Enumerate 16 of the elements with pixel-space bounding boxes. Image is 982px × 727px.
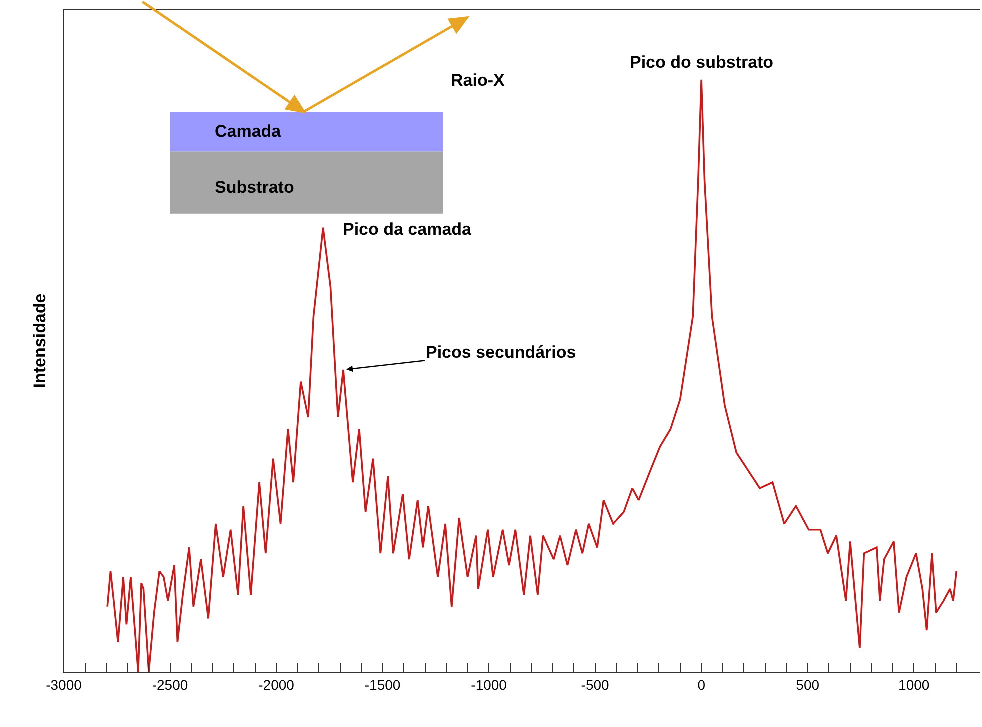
x-tick-label: -1500 [364, 676, 401, 693]
x-tick-label: -2000 [258, 676, 295, 693]
annotation: Picos secundários [426, 343, 576, 362]
x-tick-label: -2500 [152, 676, 188, 693]
y-axis-title: Intensidade [30, 294, 50, 388]
x-tick-label: 0 [698, 676, 706, 693]
x-tick-label: -3000 [46, 676, 82, 693]
annotation: Substrato [215, 178, 294, 197]
annotation: Raio-X [451, 71, 506, 90]
annotation: Camada [215, 122, 282, 141]
annotation: Pico do substrato [630, 53, 774, 72]
annotation: Pico da camada [343, 220, 472, 239]
x-tick-label: -1000 [471, 676, 508, 693]
x-tick-label: 500 [796, 676, 820, 693]
x-tick-label: -500 [581, 676, 610, 693]
x-tick-label: 1000 [898, 676, 930, 693]
